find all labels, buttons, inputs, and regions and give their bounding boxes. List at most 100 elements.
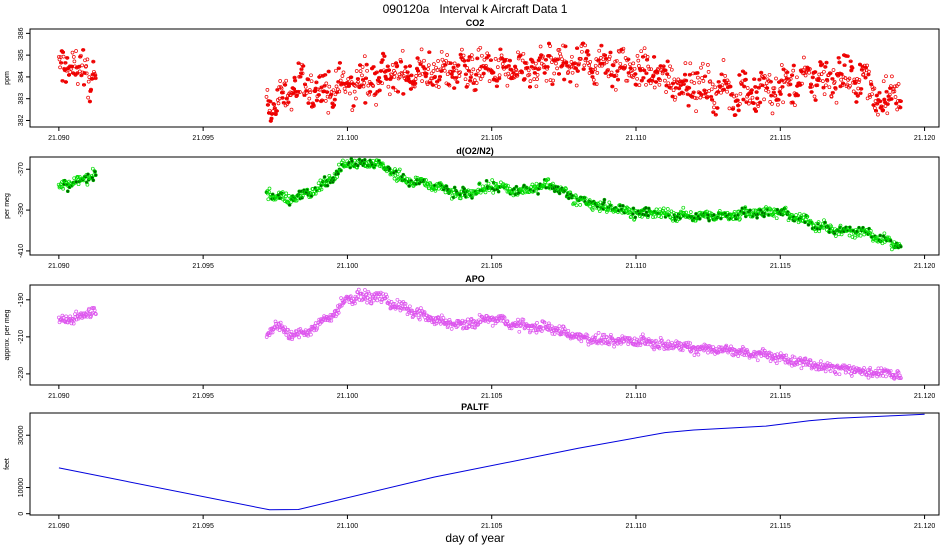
data-point bbox=[736, 213, 740, 217]
data-point bbox=[394, 62, 399, 65]
panel-apo: APO approx. per meg 21.090 21.095 21.100 21.1… bbox=[4, 274, 940, 400]
data-point bbox=[489, 69, 494, 72]
panel-o2n2: d(O2/N2) per meg 21.090 21.095 21.100 21.105 2… bbox=[4, 146, 940, 270]
data-point bbox=[606, 67, 610, 72]
data-point bbox=[273, 319, 278, 324]
data-point bbox=[591, 78, 596, 82]
data-point bbox=[494, 85, 499, 88]
data-point bbox=[777, 90, 782, 93]
data-point bbox=[678, 84, 683, 87]
data-point bbox=[364, 292, 369, 296]
data-point bbox=[433, 74, 437, 79]
data-point bbox=[750, 214, 755, 219]
data-point bbox=[602, 332, 607, 337]
data-point bbox=[463, 73, 468, 76]
data-point bbox=[620, 66, 625, 69]
data-point bbox=[645, 55, 650, 59]
data-point bbox=[466, 69, 471, 72]
data-point bbox=[762, 97, 766, 102]
data-point bbox=[833, 234, 838, 238]
data-point bbox=[378, 70, 383, 72]
data-point bbox=[654, 207, 659, 212]
data-point bbox=[738, 91, 743, 96]
data-point bbox=[554, 61, 558, 66]
data-point bbox=[696, 75, 700, 80]
data-point bbox=[417, 317, 422, 322]
data-point bbox=[684, 79, 689, 82]
data-point bbox=[665, 60, 670, 63]
data-point bbox=[327, 174, 332, 178]
data-point bbox=[411, 80, 416, 83]
data-point bbox=[684, 88, 689, 91]
data-point bbox=[331, 88, 336, 93]
data-point bbox=[615, 341, 620, 346]
data-point bbox=[483, 67, 488, 70]
data-point bbox=[862, 232, 867, 237]
data-point bbox=[493, 181, 497, 186]
data-point bbox=[522, 77, 527, 80]
data-point bbox=[710, 82, 715, 87]
data-point bbox=[646, 213, 651, 218]
data-point bbox=[73, 73, 78, 76]
data-point bbox=[680, 348, 685, 353]
data-point bbox=[548, 44, 552, 48]
data-point bbox=[383, 75, 388, 78]
data-point bbox=[560, 57, 564, 62]
data-point bbox=[66, 189, 70, 193]
data-point bbox=[574, 83, 579, 88]
data-point bbox=[815, 364, 820, 369]
data-point bbox=[334, 84, 339, 89]
data-point bbox=[352, 89, 357, 94]
data-point bbox=[664, 90, 668, 94]
data-point bbox=[821, 86, 826, 89]
data-point bbox=[94, 173, 98, 177]
data-point bbox=[640, 336, 645, 341]
data-point bbox=[326, 70, 331, 73]
x-tick-label: 21.115 bbox=[770, 135, 791, 142]
data-point bbox=[637, 83, 642, 87]
data-point bbox=[849, 374, 854, 378]
data-point bbox=[464, 195, 468, 199]
data-point bbox=[303, 83, 307, 86]
y-tick-label: -410 bbox=[18, 244, 25, 258]
data-point bbox=[744, 101, 749, 104]
data-point bbox=[288, 203, 291, 207]
data-point bbox=[76, 175, 80, 179]
data-point bbox=[759, 208, 762, 212]
data-point bbox=[735, 99, 740, 102]
x-axis-label: day of year bbox=[445, 531, 505, 545]
data-point bbox=[81, 48, 86, 51]
data-point bbox=[781, 100, 785, 105]
data-point bbox=[631, 212, 635, 216]
data-point bbox=[401, 92, 406, 95]
data-point bbox=[551, 59, 556, 62]
data-point bbox=[528, 330, 532, 335]
x-tick-label: 21.120 bbox=[914, 393, 936, 400]
data-point bbox=[768, 100, 773, 104]
data-point bbox=[644, 206, 648, 210]
data-point bbox=[63, 320, 68, 325]
data-point bbox=[346, 85, 351, 88]
data-point bbox=[828, 72, 833, 75]
data-point bbox=[702, 348, 706, 353]
data-point bbox=[700, 61, 705, 66]
data-point bbox=[729, 344, 733, 349]
data-point bbox=[773, 353, 777, 357]
data-point bbox=[451, 195, 456, 200]
data-point bbox=[575, 47, 580, 50]
data-point bbox=[379, 164, 384, 169]
data-point bbox=[696, 352, 701, 357]
data-point bbox=[550, 331, 555, 336]
data-point bbox=[780, 85, 785, 88]
data-point bbox=[755, 97, 760, 100]
data-point bbox=[356, 80, 361, 84]
data-point bbox=[535, 77, 539, 81]
data-point bbox=[833, 370, 838, 375]
data-point bbox=[356, 164, 360, 168]
data-point bbox=[452, 185, 457, 190]
data-point bbox=[513, 67, 518, 71]
data-point bbox=[592, 82, 597, 85]
data-point bbox=[680, 210, 685, 215]
data-point bbox=[406, 77, 411, 80]
data-point bbox=[487, 79, 492, 83]
